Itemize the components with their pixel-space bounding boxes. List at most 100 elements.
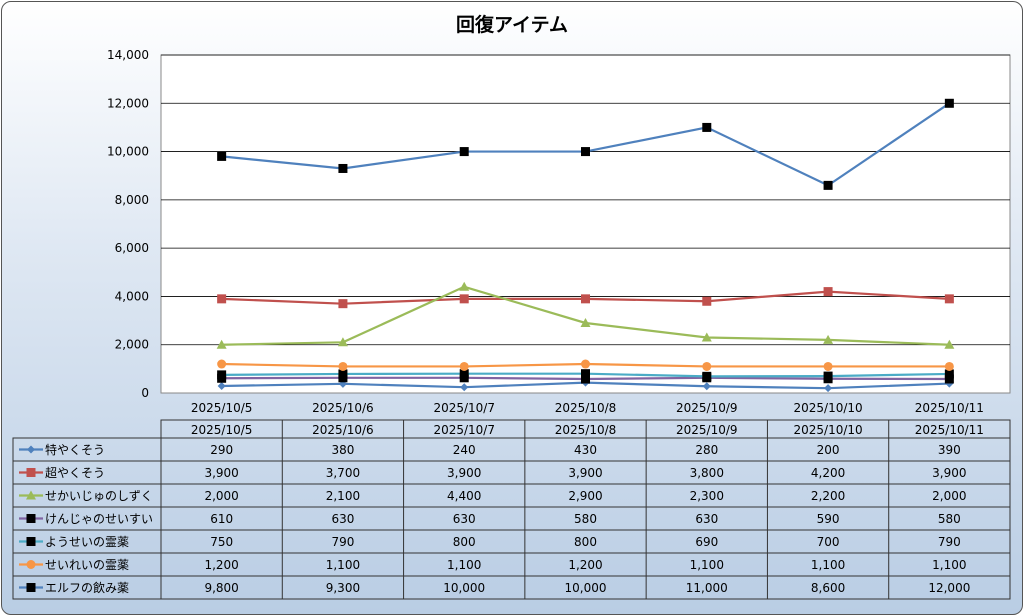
- table-cell: 690: [695, 535, 718, 549]
- data-point: [338, 361, 348, 371]
- legend-key-marker: [26, 583, 36, 592]
- data-point: [459, 361, 469, 371]
- table-cell: 1,200: [204, 558, 238, 572]
- data-point: [702, 296, 712, 306]
- plot-area: [160, 54, 1011, 394]
- data-point: [944, 369, 954, 379]
- series-2: [217, 287, 954, 309]
- table-cell: 200: [817, 443, 840, 457]
- x-tick-label: 2025/10/10: [793, 401, 862, 415]
- data-point: [459, 369, 469, 379]
- table-header-cell: 2025/10/5: [191, 423, 253, 437]
- table-cell: 790: [938, 535, 961, 549]
- data-point: [581, 369, 590, 379]
- data-point: [702, 382, 711, 391]
- data-point: [217, 359, 227, 369]
- table-cell: 790: [331, 535, 354, 549]
- series-name: エルフの飲み薬: [45, 580, 129, 595]
- table-cell: 2,100: [326, 489, 360, 503]
- data-point: [338, 369, 348, 379]
- x-tick-label: 2025/10/8: [555, 401, 617, 415]
- table-cell: 280: [695, 443, 718, 457]
- data-point: [823, 371, 833, 381]
- data-point: [823, 334, 834, 344]
- table-cell: 3,900: [447, 466, 481, 480]
- table-cell: 1,100: [811, 558, 845, 572]
- legend-key-marker: [27, 445, 35, 454]
- table-body-border: [12, 437, 1011, 600]
- table-cell: 1,100: [932, 558, 966, 572]
- series-name: ようせいの霊薬: [45, 535, 129, 549]
- chart-title: 回復アイテム: [455, 14, 569, 36]
- data-point: [460, 383, 469, 392]
- table-cell: 9,800: [204, 581, 238, 595]
- y-tick-label: 8,000: [115, 193, 149, 207]
- table-cell: 390: [938, 443, 961, 457]
- data-point: [944, 294, 954, 304]
- data-point: [944, 361, 954, 371]
- data-point: [337, 337, 348, 347]
- y-tick-label: 2,000: [115, 338, 149, 352]
- x-tick-label: 2025/10/11: [915, 401, 984, 415]
- data-point: [338, 299, 348, 309]
- series-name: けんじゃのせいすい: [45, 512, 153, 526]
- legend-key-marker: [26, 560, 36, 569]
- table-cell: 750: [210, 535, 233, 549]
- y-tick-label: 12,000: [107, 96, 149, 110]
- table-cell: 1,100: [326, 558, 360, 572]
- table-header-cell: 2025/10/11: [915, 423, 984, 437]
- table-cell: 3,900: [932, 466, 966, 480]
- table-cell: 3,800: [690, 466, 724, 480]
- data-point: [217, 294, 227, 304]
- data-point: [581, 374, 590, 384]
- series-3: [216, 281, 955, 349]
- x-tick-label: 2025/10/5: [191, 401, 253, 415]
- data-point: [581, 294, 590, 304]
- table-cell: 1,100: [447, 558, 481, 572]
- series-7: [217, 98, 954, 190]
- data-point: [823, 180, 833, 190]
- x-tick-label: 2025/10/7: [433, 401, 495, 415]
- y-tick-label: 0: [141, 386, 149, 400]
- legend-key-marker: [26, 537, 36, 546]
- table-cell: 590: [817, 512, 840, 526]
- data-point: [217, 370, 227, 380]
- table-cell: 430: [574, 443, 597, 457]
- table-cell: 11,000: [686, 581, 728, 595]
- table-cell: 700: [817, 535, 840, 549]
- table-cell: 2,200: [811, 489, 845, 503]
- data-point: [581, 359, 590, 369]
- series-name: 超やくそう: [45, 465, 105, 480]
- table-cell: 4,200: [811, 466, 845, 480]
- data-point: [459, 281, 470, 291]
- series-name: 特やくそう: [45, 442, 105, 457]
- data-point: [338, 163, 348, 173]
- data-table: 2025/10/5 2025/10/6 2025/10/7 2025/10/8 2025…: [12, 419, 1011, 600]
- table-cell: 240: [453, 443, 476, 457]
- y-tick-label: 4,000: [115, 289, 149, 303]
- table-header-cell: 2025/10/10: [793, 423, 862, 437]
- data-point: [701, 332, 712, 342]
- series-5: [217, 369, 954, 381]
- table-cell: 3,900: [204, 466, 238, 480]
- series-name: せかいじゅのしずく: [45, 489, 153, 503]
- data-point: [944, 98, 954, 108]
- data-point: [217, 381, 226, 390]
- table-cell: 630: [331, 512, 354, 526]
- table-cell: 2,000: [932, 489, 966, 503]
- legend-key-marker: [26, 514, 36, 523]
- table-cell: 800: [574, 535, 597, 549]
- data-point: [823, 361, 833, 371]
- table-header-cell: 2025/10/7: [433, 423, 495, 437]
- table-cell: 630: [453, 512, 476, 526]
- data-point: [944, 374, 954, 384]
- table-cell: 800: [453, 535, 476, 549]
- data-point: [216, 339, 227, 349]
- table-cell: 2,900: [568, 489, 602, 503]
- series-name: せいれいの霊薬: [45, 558, 129, 572]
- data-point: [702, 371, 712, 381]
- table-cell: 290: [210, 443, 233, 457]
- data-point: [702, 361, 712, 371]
- table-cell: 580: [938, 512, 961, 526]
